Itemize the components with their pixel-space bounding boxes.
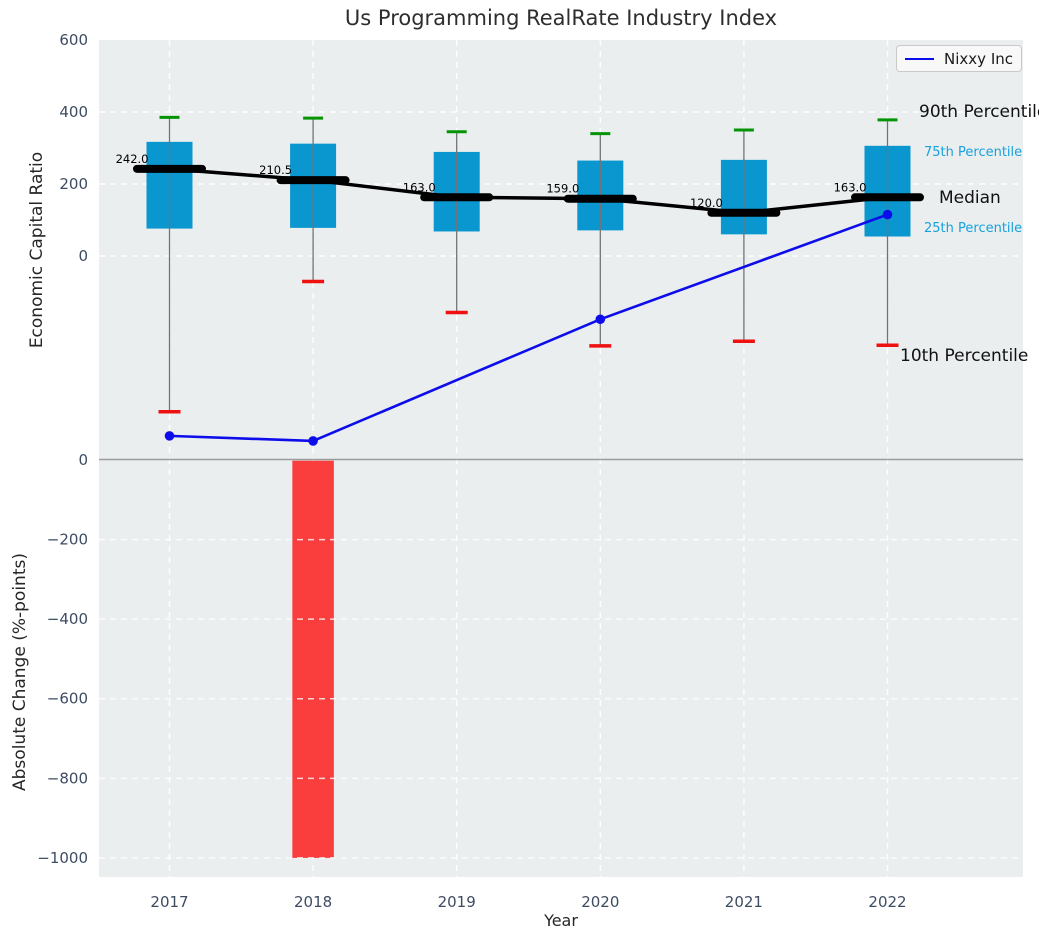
y-tick-label-top: 400 — [59, 103, 88, 121]
median-value-label-2022: 163.0 — [834, 180, 867, 194]
y-tick-label-bottom: −600 — [47, 690, 88, 708]
legend-line-sample — [905, 57, 935, 60]
y-tick-label-top: 0 — [78, 247, 88, 265]
median-value-label-2021: 120.0 — [690, 196, 723, 210]
chart-title: Us Programming RealRate Industry Index — [344, 6, 778, 30]
annotation-90th-percentile: 90th Percentile — [919, 102, 1039, 122]
y-tick-label-top: 200 — [59, 175, 88, 193]
x-tick-label-2020: 2020 — [581, 893, 619, 911]
company-marker-2020 — [595, 314, 606, 325]
x-tick-label-2022: 2022 — [868, 893, 906, 911]
annotation-median: Median — [939, 188, 1001, 208]
y-tick-label-bottom: −400 — [47, 610, 88, 628]
company-marker-2022 — [882, 209, 893, 220]
x-tick-label-2021: 2021 — [725, 893, 763, 911]
company-line — [169, 213, 888, 443]
x-tick-label-2018: 2018 — [294, 893, 332, 911]
y-tick-label-bottom: −200 — [47, 531, 88, 549]
y-tick-label-top: 600 — [59, 31, 88, 49]
annotation-25th-percentile: 25th Percentile — [924, 221, 1023, 236]
y-axis-label-bottom: Absolute Change (%-points) — [10, 553, 30, 791]
median-value-label-2019: 163.0 — [403, 180, 436, 194]
y-tick-label-bottom: −1000 — [37, 849, 88, 867]
annotation-75th-percentile: 75th Percentile — [924, 145, 1023, 160]
company-marker-2017 — [164, 431, 175, 441]
x-axis-label: Year — [544, 911, 578, 930]
x-tick-label-2019: 2019 — [438, 893, 476, 911]
legend-label: Nixxy Inc — [944, 49, 1013, 68]
x-tick-label-2017: 2017 — [150, 893, 188, 911]
bar-2018 — [292, 460, 334, 858]
legend: Nixxy Inc — [896, 45, 1022, 72]
company-marker-2018 — [308, 436, 318, 446]
y-tick-label-bottom: −800 — [47, 769, 88, 787]
median-value-label-2018: 210.5 — [259, 163, 292, 177]
y-tick-label-bottom: 0 — [78, 451, 88, 469]
median-value-label-2017: 242.0 — [116, 152, 149, 166]
median-value-label-2020: 159.0 — [546, 182, 579, 196]
y-axis-label-top: Economic Capital Ratio — [27, 151, 47, 349]
annotation-10th-percentile: 10th Percentile — [900, 346, 1029, 366]
